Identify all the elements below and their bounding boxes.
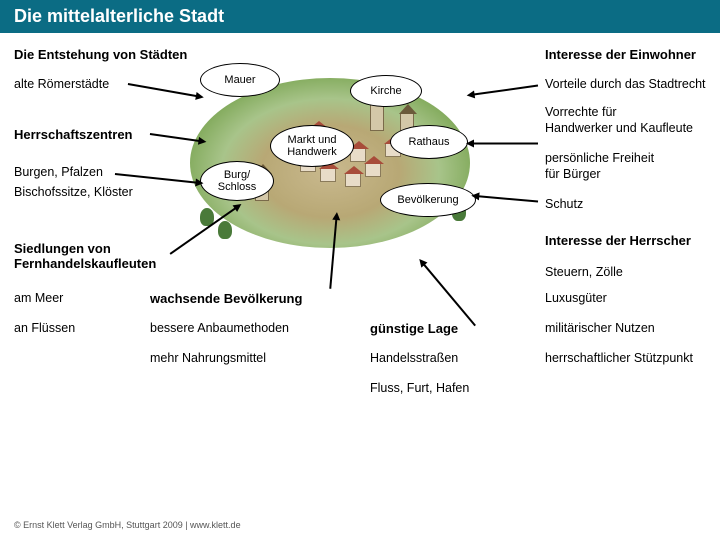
text-steuern: Steuern, Zölle: [545, 265, 623, 281]
arrow-burgen: [115, 173, 197, 183]
page-title: Die mittelalterliche Stadt: [0, 0, 720, 33]
heading-entstehung: Die Entstehung von Städten: [14, 47, 187, 62]
bubble-markt: Markt und Handwerk: [270, 125, 354, 167]
text-stuetzpunkt: herrschaftlicher Stützpunkt: [545, 351, 693, 367]
arrow-bev2: [478, 196, 538, 203]
arrow-stadtrecht: [474, 85, 539, 96]
text-vorrechte: Vorrechte für Handwerker und Kaufleute: [545, 105, 693, 136]
heading-siedlungen: Siedlungen von Fernhandelskaufleuten: [14, 241, 156, 271]
bubble-bevoelkerung: Bevölkerung: [380, 183, 476, 217]
text-burgen-pfalzen: Burgen, Pfalzen: [14, 165, 103, 181]
arrow-lage: [423, 264, 476, 326]
text-luxusgueter: Luxusgüter: [545, 291, 607, 307]
text-bischofssitze: Bischofssitze, Klöster: [14, 185, 133, 201]
text-fluss-hafen: Fluss, Furt, Hafen: [370, 381, 469, 397]
heading-interesse-herrscher: Interesse der Herrscher: [545, 233, 691, 248]
text-am-meer: am Meer: [14, 291, 63, 307]
arrow-rathaus: [473, 143, 538, 145]
tower-deco: [370, 103, 384, 131]
bubble-rathaus: Rathaus: [390, 125, 468, 159]
text-an-fluessen: an Flüssen: [14, 321, 75, 337]
text-handelsstrassen: Handelsstraßen: [370, 351, 458, 367]
heading-wachsende-bevoelkerung: wachsende Bevölkerung: [150, 291, 302, 306]
text-militaer: militärischer Nutzen: [545, 321, 655, 337]
text-stadtrecht: Vorteile durch das Stadtrecht: [545, 77, 706, 93]
tree-deco: [218, 221, 232, 239]
text-anbaumethoden: bessere Anbaumethoden: [150, 321, 289, 337]
text-freiheit: persönliche Freiheit für Bürger: [545, 151, 654, 182]
copyright-footer: © Ernst Klett Verlag GmbH, Stuttgart 200…: [14, 520, 241, 530]
house-deco: [365, 163, 381, 177]
diagram-area: Die Entstehung von Städten alte Römerstä…: [0, 33, 720, 541]
heading-interesse-einwohner: Interesse der Einwohner: [545, 47, 696, 62]
heading-herrschaftszentren: Herrschaftszentren: [14, 127, 133, 142]
bubble-mauer: Mauer: [200, 63, 280, 97]
bubble-burg: Burg/ Schloss: [200, 161, 274, 201]
house-deco: [345, 173, 361, 187]
text-roemerstaedte: alte Römerstädte: [14, 77, 109, 93]
arrow-herrschaft: [150, 133, 200, 141]
bubble-kirche: Kirche: [350, 75, 422, 107]
text-nahrungsmittel: mehr Nahrungsmittel: [150, 351, 266, 367]
text-schutz: Schutz: [545, 197, 583, 213]
arrow-roemer: [128, 83, 197, 97]
text-guenstige-lage: günstige Lage: [370, 321, 458, 336]
house-deco: [320, 168, 336, 182]
